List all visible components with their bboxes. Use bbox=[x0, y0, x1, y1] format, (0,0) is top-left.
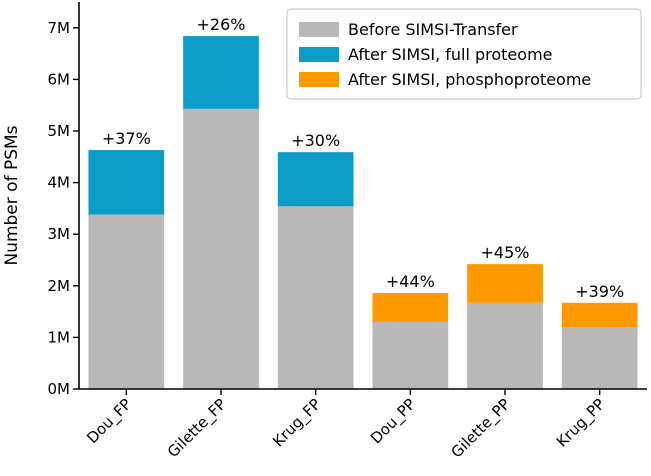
y-axis-title: Number of PSMs bbox=[2, 125, 22, 265]
data-label-dou-fp: +37% bbox=[102, 129, 151, 148]
y-tick-label-7: 7M bbox=[48, 19, 71, 37]
x-tick-label-krug-pp: Krug_PP bbox=[553, 395, 609, 451]
y-tick-label-3: 3M bbox=[48, 225, 71, 243]
data-label-krug-fp: +30% bbox=[291, 131, 340, 150]
bar-gilette-pp-before-simsi-transfer bbox=[467, 302, 543, 389]
plot-area: +37% +26% +30% +44% +45% +39% bbox=[88, 15, 638, 389]
x-tick-label-krug-fp: Krug_FP bbox=[269, 395, 325, 451]
legend-swatch-after-simsi-phosphoproteome bbox=[299, 72, 339, 87]
data-label-gilette-fp: +26% bbox=[197, 15, 246, 34]
legend-swatch-after-simsi-full-proteome bbox=[299, 47, 339, 62]
bar-krug-pp-before-simsi-transfer bbox=[561, 327, 638, 389]
y-tick-label-5: 5M bbox=[48, 122, 71, 140]
x-tick-label-gilette-pp: Gilette_PP bbox=[448, 395, 515, 462]
legend-swatch-before-simsi-transfer bbox=[299, 22, 339, 37]
bar-gilette-pp-after-simsi-phosphoproteome bbox=[467, 264, 543, 303]
data-label-gilette-pp: +45% bbox=[481, 243, 530, 262]
y-tick-label-2: 2M bbox=[48, 277, 71, 295]
y-tick-label-1: 1M bbox=[48, 328, 71, 346]
bar-krug-fp-before-simsi-transfer bbox=[277, 206, 354, 389]
y-tick-label-6: 6M bbox=[48, 70, 71, 88]
bar-dou-fp-before-simsi-transfer bbox=[88, 214, 165, 389]
bar-dou-pp-before-simsi-transfer bbox=[372, 321, 449, 389]
x-tick-label-gilette-fp: Gilette_FP bbox=[164, 395, 231, 462]
data-label-krug-pp: +39% bbox=[575, 282, 624, 301]
bar-dou-fp-after-simsi-full-proteome bbox=[88, 150, 165, 215]
legend: Before SIMSI-Transfer After SIMSI, full p… bbox=[286, 8, 642, 100]
bar-krug-pp-after-simsi-phosphoproteome bbox=[561, 302, 638, 328]
y-tick-label-4: 4M bbox=[48, 174, 71, 192]
data-label-dou-pp: +44% bbox=[386, 272, 435, 291]
bar-krug-fp-after-simsi-full-proteome bbox=[277, 152, 354, 207]
y-tick-label-0: 0M bbox=[48, 380, 71, 398]
bar-dou-pp-after-simsi-phosphoproteome bbox=[372, 293, 449, 322]
x-tick-label-dou-pp: Dou_PP bbox=[367, 395, 420, 448]
legend-frame bbox=[286, 8, 642, 100]
bar-gilette-fp-before-simsi-transfer bbox=[183, 108, 259, 389]
bar-gilette-fp-after-simsi-full-proteome bbox=[183, 36, 259, 109]
legend-label-before-simsi-transfer: Before SIMSI-Transfer bbox=[348, 20, 518, 39]
legend-label-after-simsi-full-proteome: After SIMSI, full proteome bbox=[348, 45, 553, 64]
x-tick-label-dou-fp: Dou_FP bbox=[83, 395, 136, 448]
legend-label-after-simsi-phosphoproteome: After SIMSI, phosphoproteome bbox=[348, 70, 591, 89]
